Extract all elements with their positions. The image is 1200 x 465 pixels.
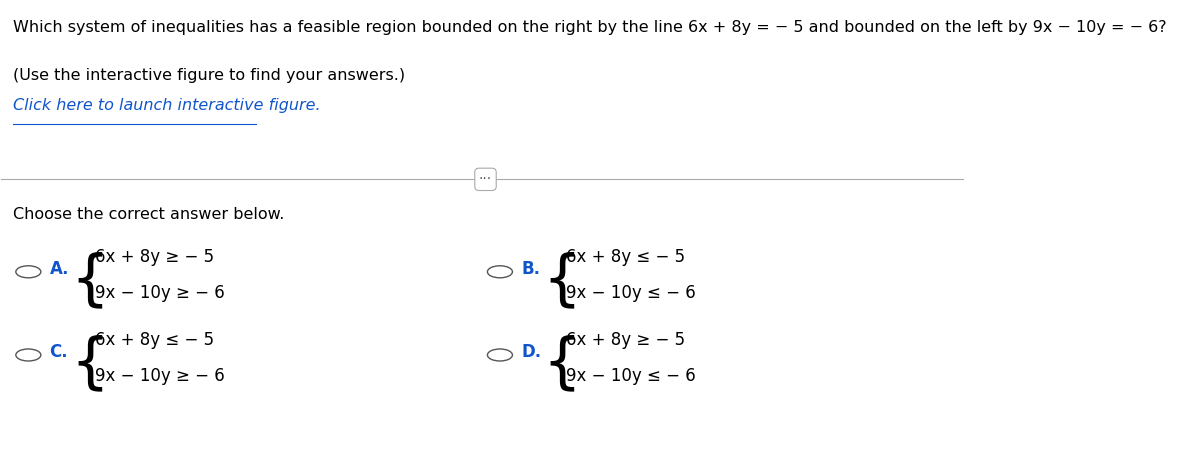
- Text: {: {: [71, 252, 109, 311]
- Text: {: {: [542, 335, 581, 394]
- Text: C.: C.: [49, 343, 68, 361]
- Text: Click here to launch interactive figure.: Click here to launch interactive figure.: [13, 99, 320, 113]
- Text: 9x − 10y ≤ − 6: 9x − 10y ≤ − 6: [566, 284, 696, 302]
- Text: B.: B.: [521, 259, 540, 278]
- Text: A.: A.: [49, 259, 70, 278]
- Text: 6x + 8y ≤ − 5: 6x + 8y ≤ − 5: [566, 247, 685, 266]
- Text: {: {: [542, 252, 581, 311]
- Text: ···: ···: [479, 173, 492, 186]
- Text: {: {: [71, 335, 109, 394]
- Text: 6x + 8y ≤ − 5: 6x + 8y ≤ − 5: [95, 331, 214, 349]
- Text: 9x − 10y ≥ − 6: 9x − 10y ≥ − 6: [95, 367, 224, 385]
- Text: (Use the interactive figure to find your answers.): (Use the interactive figure to find your…: [13, 68, 406, 83]
- Text: 6x + 8y ≥ − 5: 6x + 8y ≥ − 5: [566, 331, 685, 349]
- Text: 9x − 10y ≤ − 6: 9x − 10y ≤ − 6: [566, 367, 696, 385]
- Text: 9x − 10y ≥ − 6: 9x − 10y ≥ − 6: [95, 284, 224, 302]
- Text: 6x + 8y ≥ − 5: 6x + 8y ≥ − 5: [95, 247, 214, 266]
- Text: D.: D.: [521, 343, 541, 361]
- Text: Which system of inequalities has a feasible region bounded on the right by the l: Which system of inequalities has a feasi…: [13, 20, 1166, 35]
- Text: Choose the correct answer below.: Choose the correct answer below.: [13, 207, 284, 222]
